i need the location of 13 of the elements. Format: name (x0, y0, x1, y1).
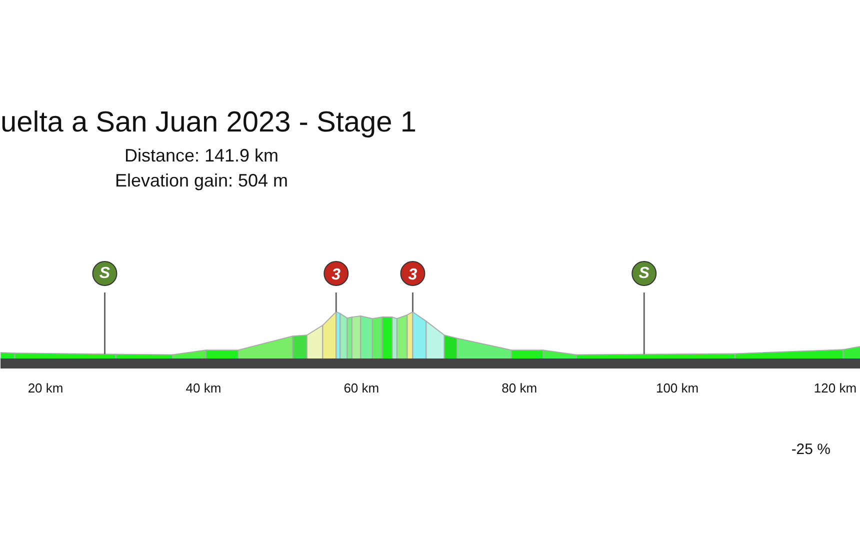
annotation: 3 (332, 266, 341, 284)
x-tick-label: 60 km (344, 380, 380, 396)
chart-subtitle: Distance: 141.9 km Elevation gain: 504 m (114, 146, 288, 190)
x-tick-label: 80 km (502, 380, 538, 396)
x-tick-label: 20 km (28, 380, 64, 396)
x-tick-label: 120 km (814, 380, 857, 396)
annotation: S (638, 265, 650, 282)
x-tick-label: 100 km (656, 380, 699, 396)
x-tick-label: 40 km (186, 380, 222, 396)
text: -25 % (791, 441, 831, 458)
annotation: S (99, 265, 110, 282)
annotation: 3 (408, 266, 418, 284)
chart-title: uelta a San Juan 2023 - Stage 1 (0, 106, 416, 138)
